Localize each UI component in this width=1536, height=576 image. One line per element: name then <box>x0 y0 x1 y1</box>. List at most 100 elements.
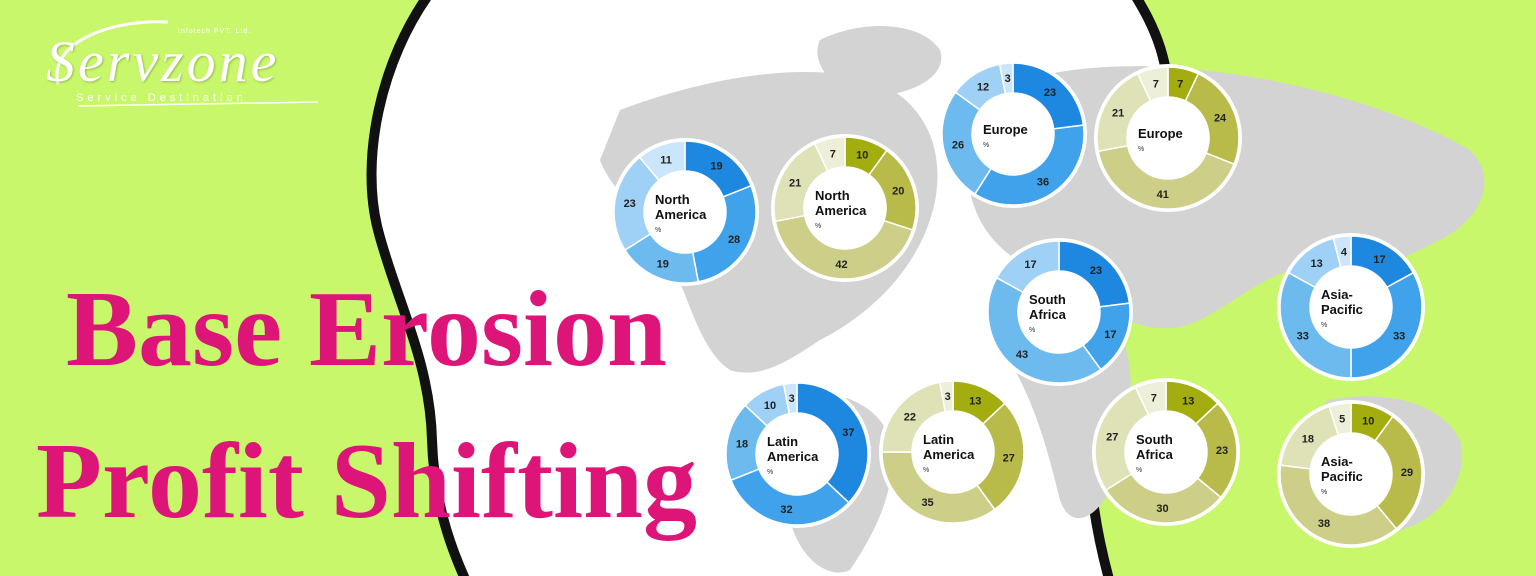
slice-value-label: 13 <box>1311 258 1323 270</box>
donut-title: South <box>1136 432 1173 447</box>
slice-value-label: 7 <box>1153 78 1159 90</box>
slice-value-label: 12 <box>977 82 989 94</box>
slice-value-label: 7 <box>1151 392 1157 404</box>
slice-value-label: 23 <box>1090 265 1102 277</box>
donut-slice <box>1350 271 1423 379</box>
donut-slice <box>995 240 1060 294</box>
donut-title: Latin <box>767 434 798 449</box>
donut-unit: % <box>1136 467 1142 474</box>
slice-value-label: 35 <box>921 497 933 509</box>
donut-title: Africa <box>1029 307 1067 322</box>
donut-title: Asia- <box>1321 454 1353 469</box>
donut-slice <box>881 451 996 524</box>
donut-title: America <box>767 449 819 464</box>
donut-slice <box>1105 472 1222 524</box>
donut-title: America <box>655 207 707 222</box>
donut-title: America <box>923 447 975 462</box>
slice-value-label: 3 <box>789 393 795 405</box>
slice-value-label: 32 <box>780 504 792 516</box>
slice-value-label: 4 <box>1341 246 1348 258</box>
slice-value-label: 36 <box>1037 176 1049 188</box>
donut-slice <box>1279 271 1352 379</box>
donut-title: Pacific <box>1321 469 1363 484</box>
donut-title: Europe <box>1138 126 1183 141</box>
slice-value-label: 23 <box>1216 445 1228 457</box>
donut-unit: % <box>1138 146 1144 153</box>
slice-value-label: 20 <box>892 186 904 198</box>
slice-value-label: 21 <box>789 178 801 190</box>
logo-swoosh-icon <box>55 20 319 107</box>
slice-value-label: 33 <box>1393 331 1405 343</box>
slice-value-label: 27 <box>1106 431 1118 443</box>
donut-slice <box>998 62 1014 95</box>
donut-unit: % <box>815 223 821 230</box>
slice-value-label: 43 <box>1016 349 1028 361</box>
slice-value-label: 29 <box>1401 467 1413 479</box>
servzone-logo: Infotech PVT. Ltd. Servzone Service Dest… <box>28 14 328 114</box>
donut-title: America <box>815 203 867 218</box>
donut-title: Latin <box>923 432 954 447</box>
donut-slice <box>973 124 1085 206</box>
slice-value-label: 27 <box>1003 452 1015 464</box>
slice-value-label: 13 <box>969 396 981 408</box>
slice-value-label: 23 <box>624 198 636 210</box>
logo-tagline: Service Destination <box>76 92 247 104</box>
logo-name: Servzone <box>46 29 280 94</box>
donut-slice <box>730 468 850 526</box>
donut-title: North <box>655 192 690 207</box>
donut-slice <box>1279 464 1398 546</box>
donut-unit: % <box>1029 327 1035 334</box>
slice-value-label: 23 <box>1044 87 1056 99</box>
donut-slice <box>1097 144 1235 210</box>
donut-unit: % <box>1321 489 1327 496</box>
donut-title: Europe <box>983 122 1028 137</box>
slice-value-label: 13 <box>1182 396 1194 408</box>
slice-value-label: 11 <box>660 154 672 166</box>
donut-title: Africa <box>1136 447 1174 462</box>
donut-unit: % <box>923 467 929 474</box>
slice-value-label: 21 <box>1112 108 1124 120</box>
slice-value-label: 17 <box>1104 329 1116 341</box>
donut-slice <box>638 140 686 182</box>
donut-title: Asia- <box>1321 287 1353 302</box>
donut-slice <box>774 214 914 280</box>
donut-slice <box>938 380 954 413</box>
logo-company: Infotech PVT. Ltd. <box>178 28 252 35</box>
donut-slice <box>813 136 846 172</box>
slice-value-label: 7 <box>1177 78 1183 90</box>
donut-unit: % <box>983 142 989 149</box>
donut-unit: % <box>655 227 661 234</box>
slice-value-label: 22 <box>904 411 916 423</box>
donut-slice <box>782 382 798 415</box>
slice-value-label: 38 <box>1318 518 1330 530</box>
slice-value-label: 42 <box>835 259 847 271</box>
donut-title: North <box>815 188 850 203</box>
slice-value-label: 10 <box>1362 416 1374 428</box>
donut-slice <box>1134 380 1167 416</box>
donut-slice <box>796 382 869 504</box>
slice-value-label: 19 <box>710 161 722 173</box>
donut-slice <box>1136 66 1169 102</box>
slice-value-label: 17 <box>1373 254 1385 266</box>
slice-value-label: 28 <box>728 234 740 246</box>
slice-value-label: 18 <box>1302 433 1314 445</box>
donut-chart: 7 24 41 21 7 Europe% <box>1094 64 1242 212</box>
donut-title: South <box>1029 292 1066 307</box>
slice-value-label: 41 <box>1157 189 1169 201</box>
slice-value-label: 5 <box>1339 414 1345 426</box>
donut-slice <box>1332 235 1352 269</box>
donut-charts: 1928192311NorthAmerica%102042217NorthAme… <box>611 60 1425 548</box>
slice-value-label: 18 <box>736 439 748 451</box>
slice-value-label: 26 <box>952 139 964 151</box>
donut-slice <box>1328 402 1352 436</box>
slice-value-label: 19 <box>657 258 669 270</box>
slice-value-label: 10 <box>856 150 868 162</box>
slice-value-label: 7 <box>830 148 836 160</box>
slice-value-label: 24 <box>1214 112 1227 124</box>
